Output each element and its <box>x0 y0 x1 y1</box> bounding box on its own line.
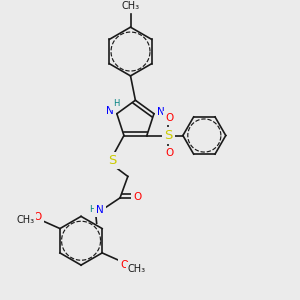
Text: N: N <box>96 205 104 214</box>
Text: CH₃: CH₃ <box>122 1 140 10</box>
Text: N: N <box>157 107 165 117</box>
Text: O: O <box>33 212 42 222</box>
Text: N: N <box>106 106 114 116</box>
Text: O: O <box>120 260 129 270</box>
Text: O: O <box>134 192 142 202</box>
Text: H: H <box>89 205 96 214</box>
Text: CH₃: CH₃ <box>17 215 35 225</box>
Text: CH₃: CH₃ <box>127 263 145 274</box>
Text: S: S <box>108 154 116 167</box>
Text: O: O <box>165 113 173 123</box>
Text: O: O <box>165 148 173 158</box>
Text: H: H <box>113 100 119 109</box>
Text: S: S <box>164 129 172 142</box>
